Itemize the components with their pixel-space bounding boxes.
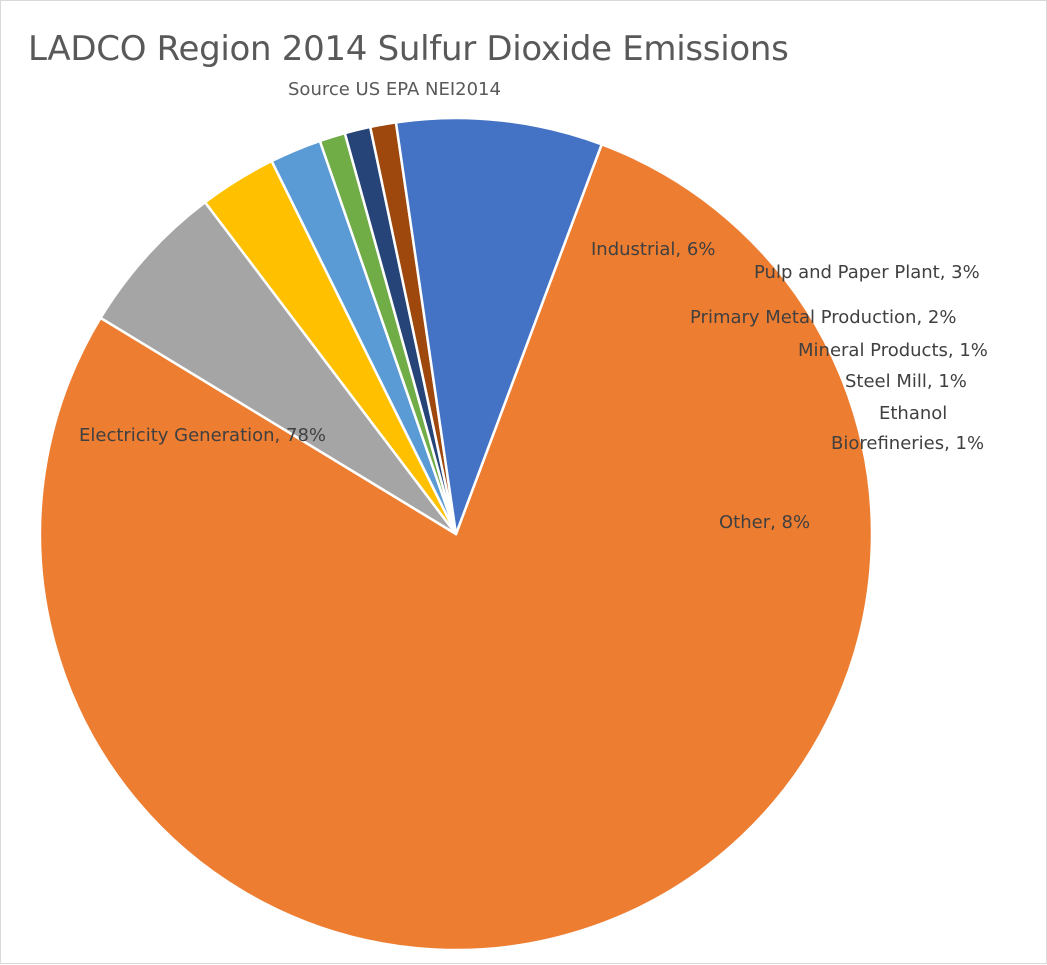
pie-slice-industrial [99,200,458,536]
pie-slice-other [394,116,603,536]
slice-label-steel-mill: Steel Mill, 1% [845,371,967,392]
slice-labels: Electricity Generation, 78% Industrial, 6… [79,239,988,533]
slice-label-ethanol-biorefineries: Ethanol Biorefineries, 1% [831,403,984,454]
chart-title: LADCO Region 2014 Sulfur Dioxide Emissio… [28,29,789,69]
chart-subtitle: Source US EPA NEI2014 [288,79,501,100]
slice-label-industrial: Industrial, 6% [591,239,715,260]
slice-label-primary-metal-production: Primary Metal Production, 2% [690,307,956,328]
pie-slice-electricity-generation [38,143,874,952]
slice-label-mineral-products: Mineral Products, 1% [798,340,988,361]
slice-label-other: Other, 8% [719,512,810,533]
pie-slices [38,116,874,952]
slice-label-electricity-generation: Electricity Generation, 78% [79,425,326,446]
slice-label-pulp-and-paper-plant: Pulp and Paper Plant, 3% [754,262,980,283]
